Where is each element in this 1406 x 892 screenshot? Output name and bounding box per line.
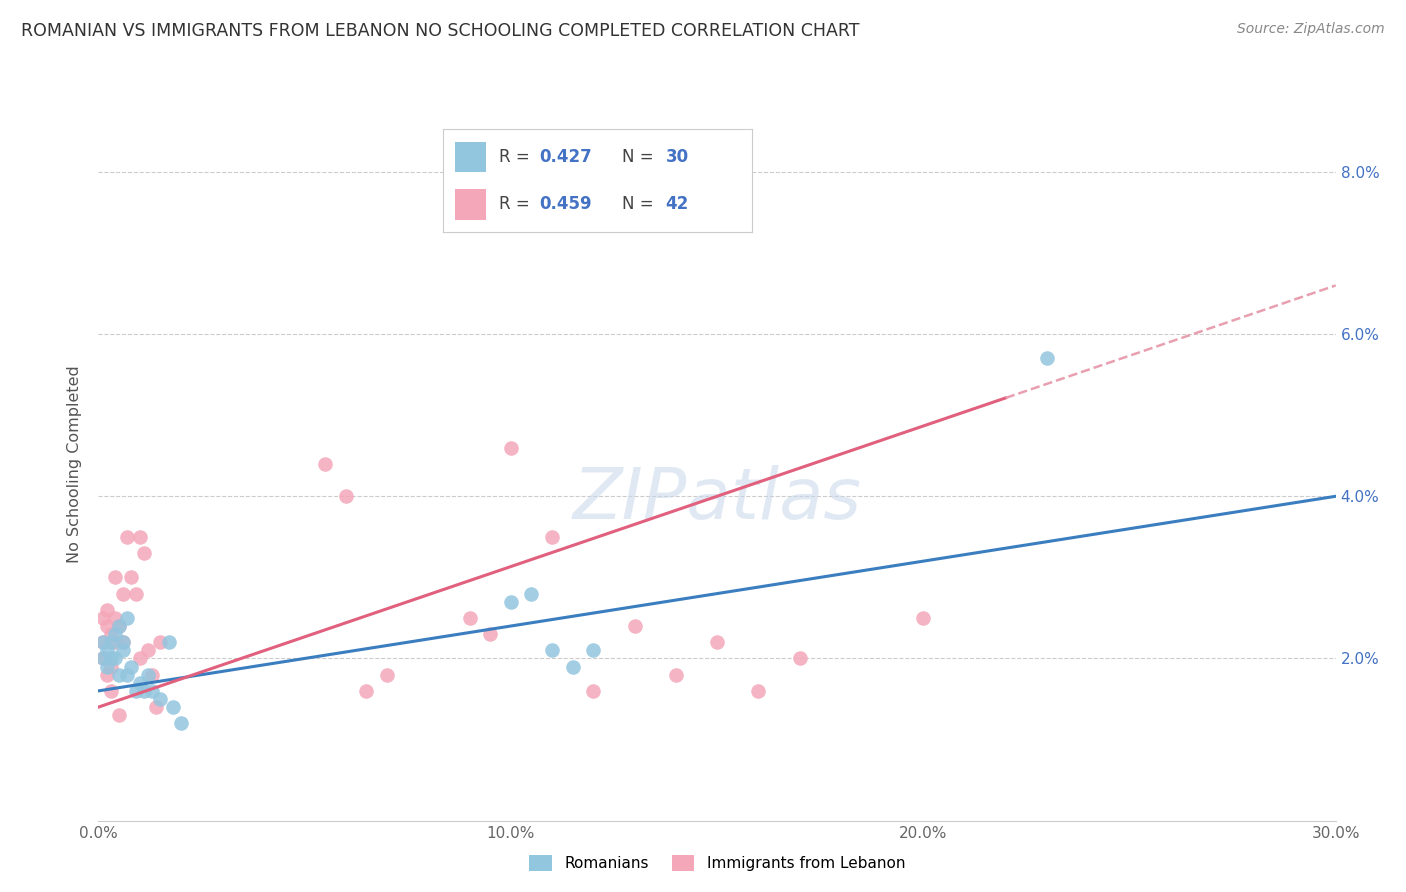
Point (108, 619, 131, 633)
Point (100, 659, 122, 673)
Point (117, 667, 139, 681)
Point (520, 586, 543, 600)
Point (112, 586, 135, 600)
FancyBboxPatch shape (456, 189, 486, 219)
Legend: Romanians, Immigrants from Lebanon: Romanians, Immigrants from Lebanon (523, 849, 911, 877)
Point (128, 675, 150, 690)
Point (96, 659, 118, 673)
Point (100, 635, 122, 649)
Point (96, 603, 118, 617)
Point (91, 651, 114, 665)
Point (162, 700, 184, 714)
Point (96, 667, 118, 681)
Text: 42: 42 (665, 195, 689, 213)
Point (108, 667, 131, 681)
Point (128, 530, 150, 544)
Point (149, 635, 172, 649)
Point (91, 611, 114, 625)
Text: Source: ZipAtlas.com: Source: ZipAtlas.com (1237, 22, 1385, 37)
Point (91, 635, 114, 649)
Point (356, 684, 378, 698)
Point (120, 570, 142, 584)
Point (541, 643, 564, 657)
Point (145, 700, 167, 714)
Point (335, 489, 357, 503)
Point (170, 716, 193, 731)
Text: ZIPatlas: ZIPatlas (572, 465, 862, 534)
Point (120, 659, 142, 673)
Point (499, 595, 522, 609)
Point (96, 619, 118, 633)
Point (100, 651, 122, 665)
Point (499, 197, 522, 211)
Text: R =: R = (499, 195, 534, 213)
Point (149, 692, 172, 706)
Point (458, 611, 481, 625)
Point (104, 611, 127, 625)
Y-axis label: No Schooling Completed: No Schooling Completed (67, 365, 83, 563)
Point (112, 635, 135, 649)
Text: R =: R = (499, 148, 534, 166)
Point (582, 684, 605, 698)
Text: N =: N = (623, 195, 659, 213)
Text: ROMANIAN VS IMMIGRANTS FROM LEBANON NO SCHOOLING COMPLETED CORRELATION CHART: ROMANIAN VS IMMIGRANTS FROM LEBANON NO S… (21, 22, 859, 40)
Point (665, 667, 688, 681)
Point (623, 619, 645, 633)
Point (112, 635, 135, 649)
Point (479, 627, 502, 641)
Point (104, 627, 127, 641)
Text: 0.427: 0.427 (538, 148, 592, 166)
Text: N =: N = (623, 148, 659, 166)
Point (124, 586, 146, 600)
Point (132, 546, 155, 560)
Point (117, 611, 139, 625)
Point (314, 457, 336, 471)
Point (499, 441, 522, 455)
Point (157, 635, 180, 649)
Point (104, 570, 127, 584)
Point (91, 651, 114, 665)
Point (104, 635, 127, 649)
Point (100, 627, 122, 641)
Point (91, 635, 114, 649)
Text: 0.459: 0.459 (538, 195, 592, 213)
Text: 30: 30 (665, 148, 689, 166)
Point (108, 619, 131, 633)
Point (1036, 351, 1059, 366)
Point (141, 667, 163, 681)
FancyBboxPatch shape (456, 142, 486, 172)
Point (136, 667, 159, 681)
Point (789, 651, 811, 665)
Point (96, 643, 118, 657)
Point (112, 643, 135, 657)
Point (124, 684, 146, 698)
Point (136, 643, 159, 657)
Point (117, 530, 139, 544)
Point (561, 659, 583, 673)
Point (912, 611, 935, 625)
Point (747, 684, 769, 698)
Point (541, 530, 564, 544)
Point (104, 651, 127, 665)
Point (100, 684, 122, 698)
Point (706, 635, 728, 649)
Point (141, 684, 163, 698)
Point (108, 708, 131, 723)
Point (582, 643, 605, 657)
Point (128, 651, 150, 665)
Point (132, 684, 155, 698)
Point (375, 667, 398, 681)
